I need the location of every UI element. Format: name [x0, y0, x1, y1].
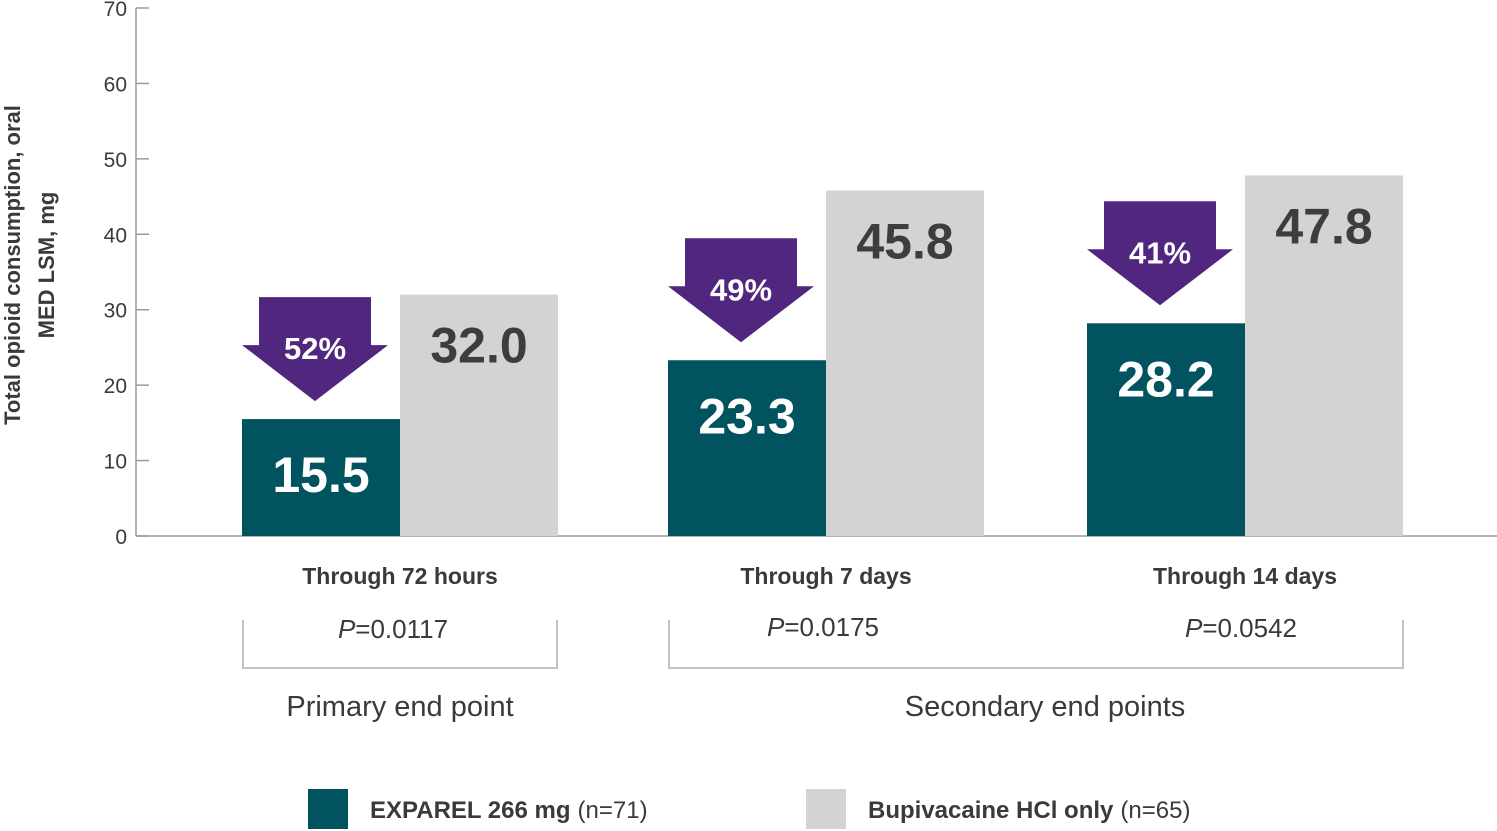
p-value: =0.0117 — [355, 614, 448, 644]
category-label: Through 14 days — [1153, 563, 1337, 589]
reduction-percent: 41% — [1129, 235, 1191, 270]
reduction-arrows: 52% 49% 41% — [242, 201, 1233, 402]
legend-swatch — [308, 789, 348, 829]
bar-bupivacaine — [400, 294, 558, 536]
y-axis-label-line1: Total opioid consumption, oral — [0, 105, 25, 425]
legend-n-label: (n=71) — [578, 797, 648, 824]
y-tick-label: 10 — [104, 451, 127, 474]
legend-series-name: EXPAREL 266 mg — [370, 797, 571, 824]
p-value-label: P=0.0117 — [338, 614, 448, 644]
legend-n-label: (n=65) — [1120, 797, 1190, 824]
y-tick-label: 40 — [104, 224, 127, 247]
p-symbol: P — [338, 614, 356, 644]
p-value: =0.0542 — [1202, 613, 1297, 643]
bar-value-label: 32.0 — [430, 318, 527, 374]
down-arrow-icon — [242, 297, 388, 402]
legend: EXPAREL 266 mg (n=71) Bupivacaine HCl only… — [308, 789, 1190, 829]
down-arrow-icon — [668, 238, 814, 343]
bar-bupivacaine — [826, 190, 984, 536]
y-ticks: 0 10 20 30 40 50 60 70 — [104, 0, 149, 549]
bar-bupivacaine — [1245, 175, 1403, 537]
bar-value-label: 23.3 — [698, 388, 795, 444]
bar-value-label: 45.8 — [856, 214, 953, 270]
legend-swatch — [806, 789, 846, 829]
p-values: P=0.0117 P=0.0175 P=0.0542 — [338, 612, 1297, 644]
p-value-label: P=0.0175 — [767, 612, 879, 642]
category-label: Through 72 hours — [302, 563, 498, 589]
category-label: Through 7 days — [740, 563, 911, 589]
category-labels: Through 72 hours Through 7 days Through 14… — [302, 563, 1337, 589]
p-symbol: P — [767, 612, 785, 642]
bar-exparel — [242, 419, 400, 536]
bar-exparel — [1087, 323, 1245, 536]
end-point-bracket — [242, 620, 558, 669]
y-tick-label: 0 — [115, 526, 127, 549]
y-tick-label: 70 — [104, 0, 127, 21]
reduction-percent: 52% — [284, 331, 346, 366]
y-tick-label: 50 — [104, 149, 127, 172]
bar-value-label: 15.5 — [272, 447, 369, 503]
bar-exparel — [668, 360, 826, 536]
y-tick-label: 30 — [104, 300, 127, 323]
y-axis-label-line2: MED LSM, mg — [34, 192, 59, 339]
y-axis-label: Total opioid consumption, oral MED LSM, … — [0, 105, 59, 425]
legend-label: EXPAREL 266 mg (n=71) — [370, 797, 648, 824]
legend-series-name: Bupivacaine HCl only — [868, 797, 1114, 824]
down-arrow-icon — [1087, 201, 1233, 306]
bars: 15.5 32.0 23.3 45.8 28.2 47.8 — [242, 175, 1403, 537]
end-point-bracket — [668, 620, 1404, 669]
end-point-brackets: Primary end point Secondary end points — [242, 620, 1404, 723]
bar-value-label: 28.2 — [1117, 351, 1214, 407]
legend-label: Bupivacaine HCl only (n=65) — [868, 797, 1190, 824]
p-value-label: P=0.0542 — [1185, 613, 1297, 643]
p-symbol: P — [1185, 613, 1203, 643]
reduction-percent: 49% — [710, 272, 772, 307]
end-point-group-label: Primary end point — [286, 691, 513, 723]
y-tick-label: 60 — [104, 73, 127, 96]
p-value: =0.0175 — [784, 612, 879, 642]
y-tick-label: 20 — [104, 375, 127, 398]
end-point-group-label: Secondary end points — [905, 691, 1186, 723]
bar-value-label: 47.8 — [1275, 198, 1372, 254]
